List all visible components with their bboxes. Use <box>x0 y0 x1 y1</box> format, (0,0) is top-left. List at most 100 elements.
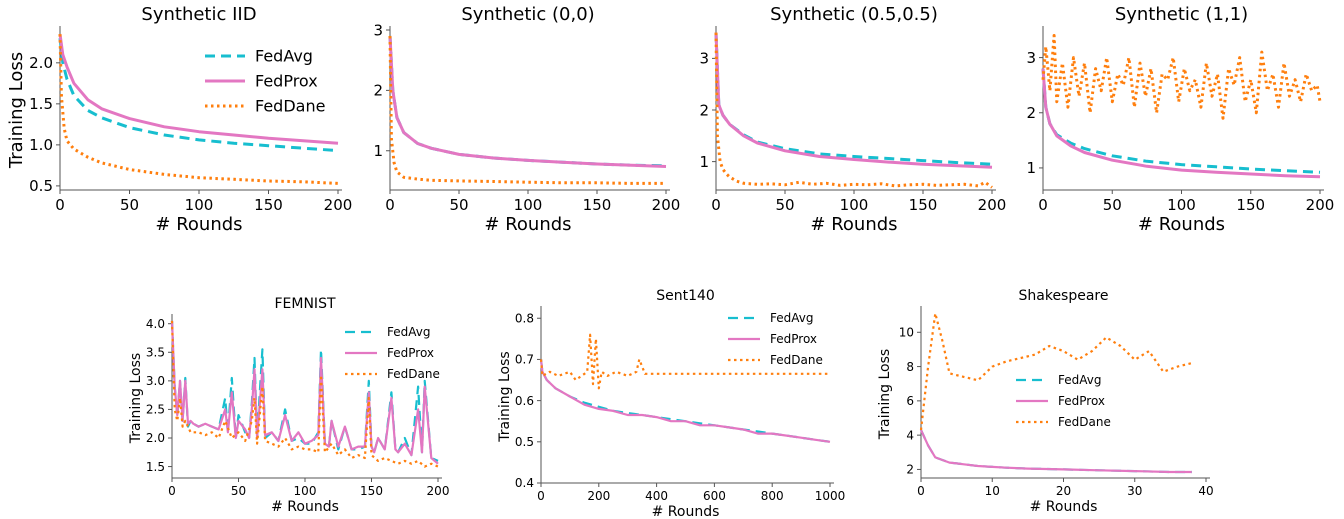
y-tick-label: 3 <box>373 21 383 39</box>
y-tick-label: 1.5 <box>146 460 165 474</box>
y-tick-label: 2.5 <box>146 403 165 417</box>
chart-panel-6: 0 200 400 600 800 1000 0.4 0.5 0.6 0.7 0.8 Sent140 #… <box>497 288 845 519</box>
y-axis-label: Training Loss <box>877 349 893 440</box>
x-tick-label: 0 <box>1038 196 1048 214</box>
x-tick-label: 100 <box>1167 196 1196 214</box>
y-tick-label: 1 <box>699 153 709 171</box>
x-tick-label: 20 <box>1056 484 1071 498</box>
y-tick-label: 0.5 <box>29 177 53 195</box>
x-tick-label: 150 <box>254 196 283 214</box>
x-tick-label: 100 <box>294 484 317 498</box>
x-tick-label: 200 <box>427 484 450 498</box>
x-tick-label: 600 <box>703 489 726 503</box>
series-line-feddane <box>58 34 339 185</box>
series-line-fedavg <box>920 429 1192 474</box>
y-tick-label: 4 <box>906 428 914 442</box>
y-tick-label: 0.7 <box>515 353 534 367</box>
chart-title: FEMNIST <box>274 296 335 312</box>
x-axis-label: # Rounds <box>810 214 897 235</box>
chart-title: Synthetic (0.5,0.5) <box>770 4 938 25</box>
chart-panel-5: 0 50 100 150 200 1.5 2.0 2.5 3.0 3.5 4.0 FEMNIST # R… <box>128 296 449 515</box>
x-tick-label: 0 <box>917 484 925 498</box>
x-tick-label: 100 <box>514 196 543 214</box>
chart-panel-2: 0 50 100 150 200 1 2 3 Synthetic (0,0) # Rounds <box>373 4 680 235</box>
legend-label-feddane: FedDane <box>255 97 325 116</box>
x-tick-label: 40 <box>1198 484 1213 498</box>
series-line-fedavg <box>170 320 439 462</box>
x-tick-label: 200 <box>324 196 353 214</box>
y-tick-label: 3.5 <box>146 345 165 359</box>
y-tick-label: 10 <box>899 325 914 339</box>
x-tick-label: 1000 <box>815 489 846 503</box>
y-tick-label: 2.0 <box>29 54 53 72</box>
y-tick-label: 0.4 <box>515 476 534 490</box>
chart-title: Synthetic (0,0) <box>461 4 594 25</box>
legend-label-fedprox: FedProx <box>1058 394 1105 408</box>
x-axis-label: # Rounds <box>484 214 571 235</box>
x-tick-label: 50 <box>231 484 246 498</box>
legend-label-fedprox: FedProx <box>255 72 318 91</box>
y-tick-label: 8 <box>906 360 914 374</box>
x-tick-label: 800 <box>761 489 784 503</box>
y-tick-label: 3 <box>1026 49 1036 67</box>
chart-panel-1: 0 50 100 150 200 0.5 1.0 1.5 2.0 Synthetic IID # R… <box>6 4 352 235</box>
y-tick-label: 0.5 <box>515 435 534 449</box>
series-line-fedprox <box>714 32 993 169</box>
x-tick-label: 150 <box>583 196 612 214</box>
chart-panel-4: 0 50 100 150 200 1 2 3 Synthetic (1,1) # Rounds <box>1026 4 1334 235</box>
x-tick-label: 50 <box>1103 196 1122 214</box>
x-tick-label: 150 <box>360 484 383 498</box>
series-line-fedavg <box>1041 68 1321 174</box>
x-tick-label: 200 <box>1306 196 1335 214</box>
series-line-feddane <box>1041 34 1322 120</box>
x-tick-label: 50 <box>775 196 794 214</box>
y-tick-label: 2.0 <box>146 431 165 445</box>
series-line-fedprox <box>170 320 439 465</box>
series-line-feddane <box>919 312 1193 431</box>
series-line-feddane <box>388 35 666 185</box>
y-tick-label: 0.8 <box>515 311 534 325</box>
chart-title: Sent140 <box>656 288 715 304</box>
y-tick-label: 3.0 <box>146 374 165 388</box>
legend-label-fedavg: FedAvg <box>1058 373 1101 387</box>
x-tick-label: 100 <box>185 196 214 214</box>
x-tick-label: 150 <box>909 196 938 214</box>
series-line-fedprox <box>920 429 1192 474</box>
x-tick-label: 0 <box>711 196 721 214</box>
legend-label-fedavg: FedAvg <box>387 325 430 339</box>
legend-label-feddane: FedDane <box>1058 415 1111 429</box>
y-tick-label: 0.6 <box>515 394 534 408</box>
x-tick-label: 10 <box>985 484 1000 498</box>
y-tick-label: 4.0 <box>146 317 165 331</box>
series-line-fedavg <box>388 35 667 168</box>
legend-label-feddane: FedDane <box>770 353 823 367</box>
x-tick-label: 0 <box>537 489 545 503</box>
series-line-fedprox <box>58 33 339 145</box>
x-axis-label: # Rounds <box>652 504 720 519</box>
x-axis-label: # Rounds <box>1030 499 1098 515</box>
y-axis-label: Training Loss <box>497 351 513 442</box>
x-tick-label: 50 <box>120 196 139 214</box>
series-line-fedavg <box>58 38 339 153</box>
series-line-fedavg <box>539 359 831 443</box>
x-axis-label: # Rounds <box>271 499 339 515</box>
x-axis-label: # Rounds <box>155 214 242 235</box>
chart-title: Synthetic IID <box>141 4 256 25</box>
chart-title: Synthetic (1,1) <box>1115 4 1248 25</box>
y-tick-label: 3 <box>699 50 709 68</box>
chart-title: Shakespeare <box>1019 288 1109 304</box>
series-line-feddane <box>539 333 830 390</box>
y-tick-label: 2 <box>699 101 709 119</box>
y-tick-label: 1 <box>1026 159 1036 177</box>
legend-label-fedprox: FedProx <box>770 332 817 346</box>
x-tick-label: 50 <box>449 196 468 214</box>
x-axis-label: # Rounds <box>1138 214 1225 235</box>
chart-panel-3: 0 50 100 150 200 1 2 3 Synthetic (0.5,0.5) # Roun… <box>699 4 1006 235</box>
y-axis-label: Training Loss <box>128 353 144 444</box>
y-axis-label: Training Loss <box>6 52 27 169</box>
x-tick-label: 30 <box>1127 484 1142 498</box>
x-tick-label: 100 <box>840 196 869 214</box>
series-line-feddane <box>714 32 993 189</box>
legend-label-feddane: FedDane <box>387 367 440 381</box>
